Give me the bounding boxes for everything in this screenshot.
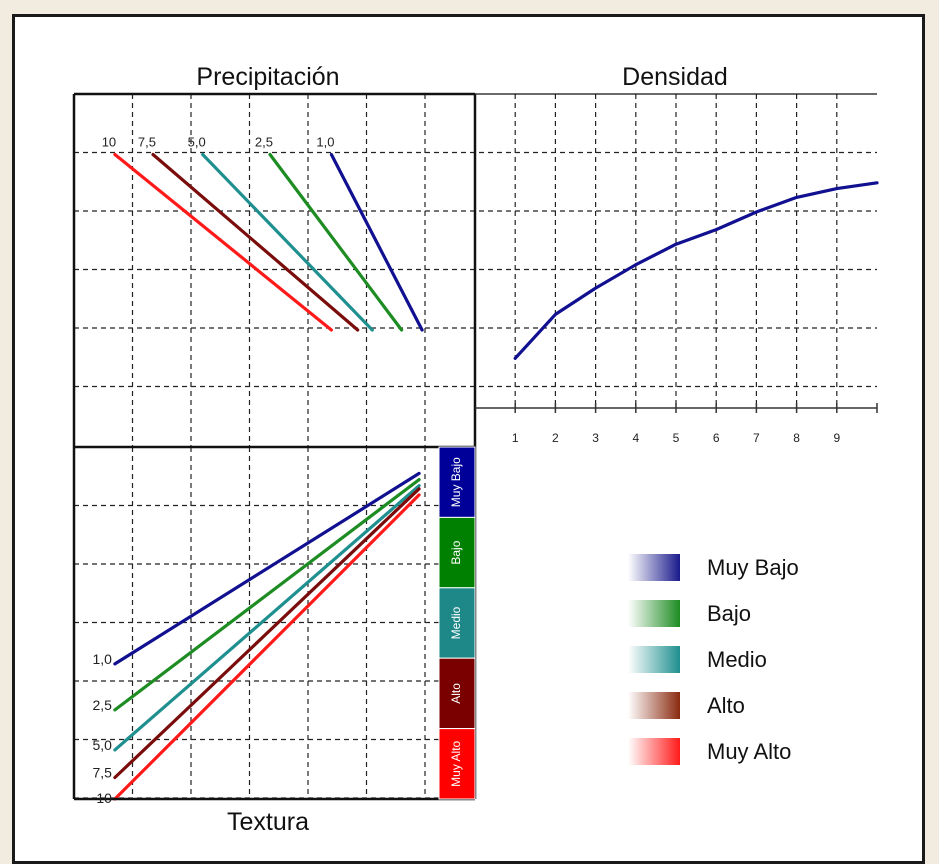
legend-label: Muy Bajo <box>707 555 799 580</box>
textura-series-line <box>113 471 421 666</box>
textura-band-label: Medio <box>449 606 463 639</box>
chart-frame: 10 7,5 5,0 2,5 1,0 1,0 2,5 5,0 7,5 10 1 2 3 4 5 6 7 8 9 Pre… <box>12 14 925 864</box>
textura-series-label: 10 <box>96 790 112 806</box>
densidad-x-tick-label: 2 <box>552 431 559 445</box>
textura-band-label: Muy Alto <box>449 740 463 786</box>
legend-label: Bajo <box>707 601 751 626</box>
densidad-series-line <box>513 181 879 360</box>
legend-label: Muy Alto <box>707 739 791 764</box>
precipitacion-series-line <box>113 152 333 332</box>
precipitacion-series-line <box>201 152 374 332</box>
textura-band <box>438 728 476 800</box>
densidad-x-tick-label: 6 <box>713 431 720 445</box>
precipitacion-series-line <box>329 152 424 332</box>
precipitacion-series-label: 7,5 <box>138 135 156 150</box>
precipitacion-title: Precipitación <box>196 63 339 91</box>
textura-series-label: 7,5 <box>92 765 112 781</box>
legend-swatch <box>628 600 680 627</box>
densidad-title: Densidad <box>622 63 728 91</box>
textura-series-line <box>113 487 421 780</box>
textura-band <box>438 657 476 730</box>
densidad-x-tick-label: 1 <box>512 431 519 445</box>
textura-band-label: Muy Bajo <box>449 457 463 507</box>
legend-swatch <box>628 554 680 581</box>
textura-band <box>438 587 476 659</box>
textura-band-label: Bajo <box>449 540 463 564</box>
textura-series-line <box>113 484 421 752</box>
precipitacion-series-label: 1,0 <box>316 135 334 150</box>
textura-series-label: 5,0 <box>92 737 112 753</box>
legend-swatch <box>628 692 680 719</box>
densidad-x-tick-label: 3 <box>592 431 599 445</box>
densidad-x-tick-label: 8 <box>793 431 800 445</box>
precipitacion-series-label: 2,5 <box>255 135 273 150</box>
precipitacion-series-label: 5,0 <box>188 135 206 150</box>
legend-label: Alto <box>707 693 745 718</box>
densidad-x-tick-label: 5 <box>673 431 680 445</box>
precipitacion-series-label: 10 <box>102 135 116 150</box>
precipitacion-series-line <box>268 152 404 332</box>
textura-band-label: Alto <box>449 683 463 704</box>
precipitacion-series-line <box>151 152 360 332</box>
textura-series-label: 1,0 <box>92 651 112 667</box>
textura-series-line <box>113 493 421 801</box>
densidad-x-tick-label: 4 <box>632 431 639 445</box>
textura-title: Textura <box>227 808 309 836</box>
abacus-chart: 10 7,5 5,0 2,5 1,0 1,0 2,5 5,0 7,5 10 1 2 3 4 5 6 7 8 9 Pre… <box>72 63 879 836</box>
densidad-x-tick-label: 7 <box>753 431 760 445</box>
densidad-x-tick-label: 9 <box>833 431 840 445</box>
legend-swatch <box>628 738 680 765</box>
legend-swatch <box>628 646 680 673</box>
textura-band <box>438 516 476 589</box>
legend-label: Medio <box>707 647 767 672</box>
textura-series-label: 2,5 <box>92 697 112 713</box>
textura-series-line <box>113 478 421 712</box>
